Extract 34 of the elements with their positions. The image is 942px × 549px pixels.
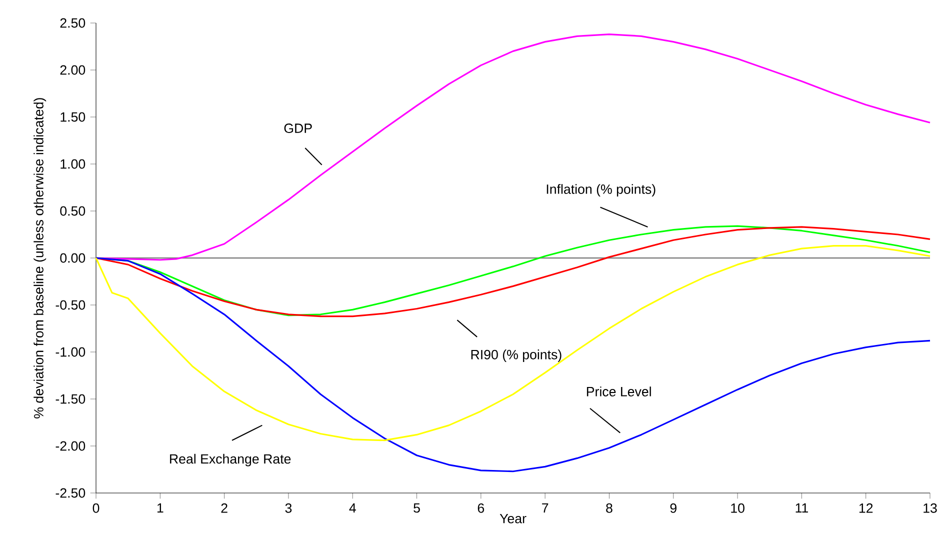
y-tick-label: 0.00 bbox=[60, 253, 86, 263]
y-tick-label: 0.50 bbox=[60, 206, 86, 216]
x-tick-label: 8 bbox=[606, 503, 612, 513]
y-tick-label: 2.00 bbox=[60, 65, 86, 75]
x-tick-label: 3 bbox=[285, 503, 292, 513]
y-tick-label: -0.50 bbox=[56, 300, 86, 310]
x-tick-label: 9 bbox=[670, 503, 676, 513]
y-tick-label: 1.00 bbox=[60, 159, 86, 169]
x-tick-label: 12 bbox=[859, 503, 873, 513]
line-series bbox=[95, 257, 931, 472]
text: GDP bbox=[284, 124, 312, 133]
x-tick-label: 11 bbox=[796, 503, 808, 513]
x-axis-title: Year bbox=[500, 514, 526, 524]
text: Inflation (% points) bbox=[546, 184, 656, 197]
x-tick-label: 5 bbox=[414, 503, 420, 513]
y-axis-title: % deviation from baseline (unless otherwise indicated) bbox=[34, 98, 46, 418]
y-tick-label: -2.50 bbox=[56, 488, 86, 498]
text: Real Exchange Rate bbox=[170, 454, 291, 466]
x-tick-label: 2 bbox=[221, 503, 228, 513]
y-tick-label: 2.50 bbox=[60, 18, 86, 28]
x-tick-label: 6 bbox=[478, 503, 484, 513]
y-tick-label: 1.50 bbox=[60, 112, 86, 122]
x-tick-label: 1 bbox=[157, 503, 164, 513]
y-tick-label: -1.00 bbox=[56, 347, 86, 357]
line-series bbox=[95, 244, 931, 442]
x-tick-label: 7 bbox=[542, 503, 548, 513]
x-tick-label: 13 bbox=[924, 503, 937, 513]
y-tick-label: -1.50 bbox=[56, 394, 86, 404]
y-tick-label: -2.00 bbox=[56, 441, 86, 451]
x-tick-label: 4 bbox=[349, 503, 356, 513]
x-tick-label: 10 bbox=[731, 503, 744, 513]
x-tick-label: 0 bbox=[92, 503, 100, 513]
text: Price Level bbox=[586, 386, 651, 396]
text: RI90 (% points) bbox=[471, 350, 562, 362]
